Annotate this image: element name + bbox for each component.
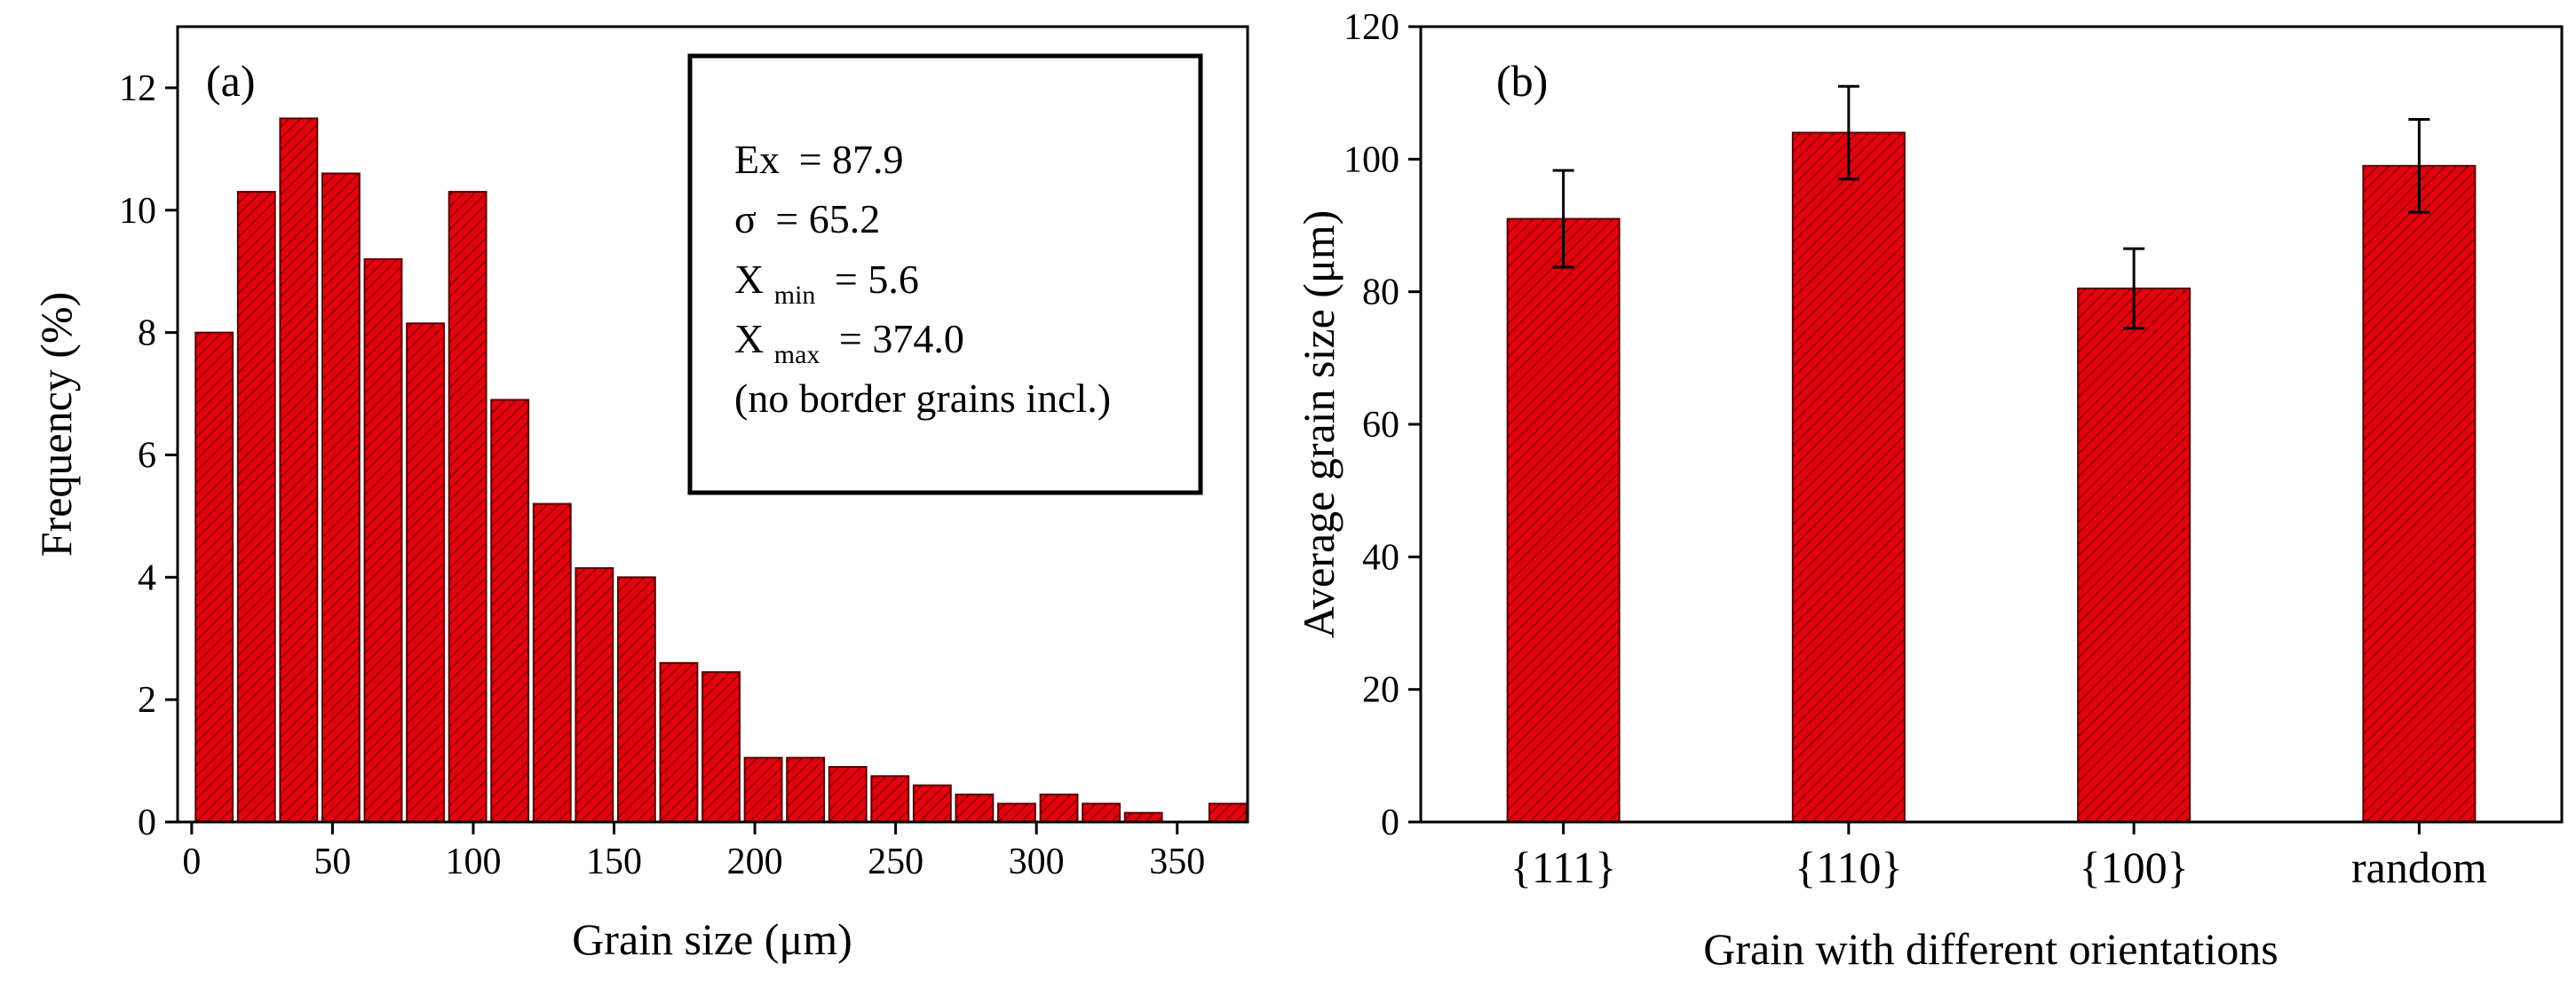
histogram-bar — [616, 576, 656, 823]
y-axis-ticks: 0 2 4 6 8 10 12 — [119, 68, 178, 843]
y-tick-label: 0 — [1381, 802, 1399, 843]
histogram-panel: 0 50 100 150 200 250 300 350 0 2 4 6 8 10 12 (a) Grai… — [31, 25, 1249, 964]
y-axis-title: Average grain size (μm) — [1294, 210, 1343, 639]
histogram-bar — [912, 784, 952, 824]
histogram-bar — [363, 257, 403, 823]
orientation-bars — [1506, 131, 2477, 824]
histogram-bar — [321, 172, 361, 823]
histogram-bar — [236, 191, 276, 824]
histogram-bar — [406, 322, 445, 823]
x-tick-label: 350 — [1149, 842, 1205, 882]
histogram-bar — [997, 802, 1036, 823]
x-tick-label: 100 — [445, 842, 501, 882]
y-tick-label: 20 — [1362, 670, 1399, 711]
x-tick-label: 300 — [1009, 842, 1065, 882]
histogram-bar — [870, 775, 910, 823]
histogram-bar — [1208, 802, 1248, 823]
stat-xmax-value: = 374.0 — [839, 316, 964, 361]
x-category-label: {111} — [1510, 842, 1616, 892]
y-tick-label: 80 — [1362, 273, 1399, 313]
stat-sigma: σ = 65.2 — [734, 196, 880, 241]
x-axis-ticks: 0 50 100 150 200 250 300 350 — [182, 822, 1205, 882]
stats-box-frame — [687, 53, 1203, 495]
histogram-bar — [1123, 811, 1163, 824]
histogram-bar — [786, 756, 826, 824]
orientation-bar — [2077, 287, 2192, 823]
y-tick-label: 12 — [119, 68, 156, 109]
histogram-bar — [532, 502, 572, 823]
x-tick-label: 250 — [868, 842, 923, 882]
stat-ex: Ex = 87.9 — [734, 137, 904, 182]
y-tick-label: 6 — [138, 435, 156, 476]
x-category-label: random — [2351, 842, 2487, 892]
error-bars — [1552, 84, 2430, 330]
stat-xmax: X max = 374.0 — [734, 316, 964, 372]
stat-sigma-label: σ — [734, 196, 757, 241]
histogram-bar — [448, 191, 487, 824]
histogram-bars — [194, 117, 1248, 824]
stat-xmax-sub: max — [774, 340, 820, 369]
histogram-bar — [701, 671, 741, 824]
stat-xmin: X min = 5.6 — [734, 257, 919, 312]
histogram-bar — [659, 661, 699, 823]
histogram-bar — [490, 399, 530, 823]
stat-xmin-sub: min — [774, 281, 816, 310]
x-tick-label: 200 — [727, 842, 783, 882]
y-tick-label: 60 — [1362, 405, 1399, 446]
histogram-bar — [1039, 793, 1079, 824]
stat-sigma-value: = 65.2 — [775, 196, 880, 241]
orientation-bar — [2362, 164, 2477, 824]
y-tick-label: 2 — [138, 680, 156, 721]
y-tick-label: 120 — [1343, 7, 1399, 48]
x-axis-title: Grain with different orientations — [1703, 924, 2279, 974]
stat-note: (no border grains incl.) — [734, 375, 1111, 421]
stat-xmin-main: X — [734, 257, 764, 302]
y-tick-label: 100 — [1343, 139, 1399, 180]
stat-xmin-value: = 5.6 — [835, 257, 919, 302]
stat-ex-label: Ex — [734, 137, 780, 182]
orientation-bar-panel: {111} {110} {100} random 0 20 40 60 80 100 120 (b… — [1294, 7, 2564, 974]
plot-frame — [176, 25, 1249, 824]
histogram-bar — [955, 793, 995, 824]
x-tick-label: 50 — [313, 842, 351, 882]
y-tick-label: 0 — [138, 802, 156, 843]
orientation-bar — [1791, 131, 1906, 823]
panel-label: (b) — [1496, 56, 1548, 106]
x-axis-ticks: {111} {110} {100} random — [1510, 822, 2487, 892]
x-tick-label: 150 — [586, 842, 642, 882]
x-category-label: {110} — [1795, 842, 1902, 892]
histogram-bar — [743, 756, 783, 824]
histogram-bar — [194, 331, 234, 824]
stats-box: Ex = 87.9 σ = 65.2 X min = 5.6 X max = 3… — [687, 53, 1203, 495]
histogram-bar — [828, 765, 868, 824]
y-tick-label: 8 — [138, 313, 156, 354]
y-tick-label: 4 — [138, 557, 156, 598]
orientation-bar — [1506, 217, 1621, 824]
histogram-bar — [279, 117, 319, 823]
x-axis-title: Grain size (μm) — [572, 914, 852, 964]
stat-xmax-main: X — [734, 316, 764, 361]
panel-label: (a) — [206, 56, 256, 106]
histogram-bar — [1082, 802, 1122, 823]
stat-ex-value: = 87.9 — [799, 137, 904, 182]
y-axis-ticks: 0 20 40 60 80 100 120 — [1343, 7, 1421, 843]
y-tick-label: 10 — [119, 191, 156, 232]
y-tick-label: 40 — [1362, 537, 1399, 578]
x-category-label: {100} — [2080, 842, 2189, 892]
x-tick-label: 0 — [182, 842, 201, 882]
y-axis-title: Frequency (%) — [31, 292, 81, 557]
histogram-bar — [575, 566, 614, 823]
